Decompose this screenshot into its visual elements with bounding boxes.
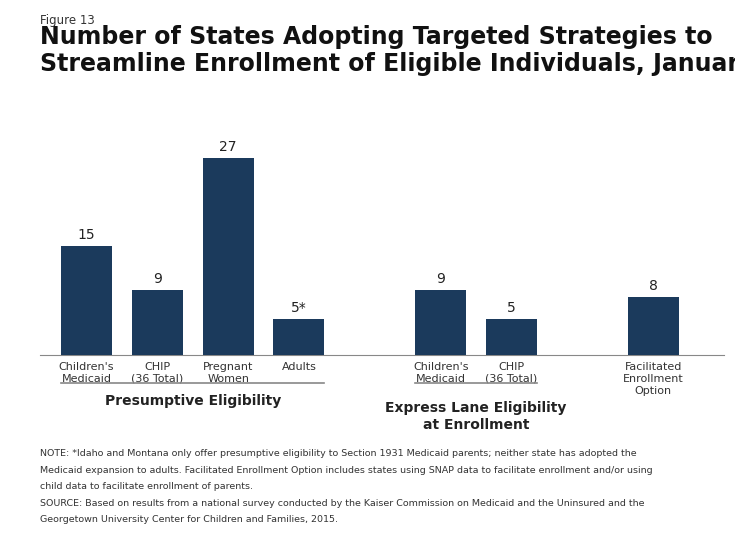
Text: 5*: 5* [291, 301, 306, 315]
Text: Medicaid expansion to adults. Facilitated Enrollment Option includes states usin: Medicaid expansion to adults. Facilitate… [40, 466, 653, 474]
Text: 5: 5 [507, 301, 516, 315]
Bar [273, 319, 324, 355]
Text: 9: 9 [436, 272, 445, 286]
Text: 15: 15 [78, 228, 96, 242]
Text: THE HENRY J.: THE HENRY J. [643, 487, 685, 492]
Text: 9: 9 [153, 272, 162, 286]
Text: 27: 27 [219, 140, 237, 154]
Text: FAMILY: FAMILY [641, 509, 687, 522]
Text: 8: 8 [649, 279, 658, 293]
Bar [132, 289, 183, 355]
Bar [486, 319, 537, 355]
Text: child data to facilitate enrollment of parents.: child data to facilitate enrollment of p… [40, 482, 254, 491]
Text: FOUNDATION: FOUNDATION [645, 526, 684, 531]
Text: SOURCE: Based on results from a national survey conducted by the Kaiser Commissi: SOURCE: Based on results from a national… [40, 499, 645, 507]
Text: Georgetown University Center for Children and Families, 2015.: Georgetown University Center for Childre… [40, 515, 338, 524]
Text: Streamline Enrollment of Eligible Individuals, January 2015: Streamline Enrollment of Eligible Indivi… [40, 52, 735, 77]
Text: Presumptive Eligibility: Presumptive Eligibility [104, 394, 281, 408]
Text: Figure 13: Figure 13 [40, 14, 95, 27]
Text: Number of States Adopting Targeted Strategies to: Number of States Adopting Targeted Strat… [40, 25, 713, 49]
Bar [415, 289, 466, 355]
Text: KAISER: KAISER [637, 496, 691, 509]
Bar [61, 246, 112, 355]
Text: Express Lane Eligibility
at Enrollment: Express Lane Eligibility at Enrollment [385, 401, 567, 433]
Bar [203, 158, 254, 355]
Bar [628, 297, 678, 355]
Text: NOTE: *Idaho and Montana only offer presumptive eligibility to Section 1931 Medi: NOTE: *Idaho and Montana only offer pres… [40, 449, 637, 458]
